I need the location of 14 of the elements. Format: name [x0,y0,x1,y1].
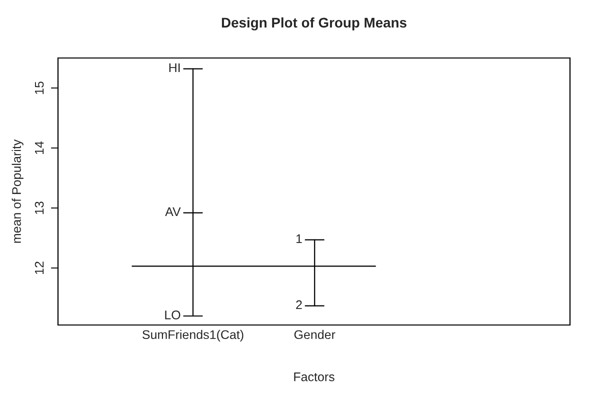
x-axis-title: Factors [294,372,334,382]
y-tick-label: 13 [34,202,44,214]
y-tick-label: 14 [35,141,44,154]
y-tick-label: 12 [34,262,44,274]
y-tick-label: 15 [35,82,44,94]
x-tick-label: Gender [294,330,336,340]
chart-title: Design Plot of Group Means [222,17,406,30]
x-tick-label: SumFriends1(Cat) [142,330,244,342]
y-axis-title: mean of Popularity [12,139,24,243]
annotation: LO [165,310,180,320]
annotation: 1 [296,234,302,244]
annotation: 2 [296,300,302,310]
annotation: AV [165,207,181,216]
annotation: HI [169,63,180,72]
